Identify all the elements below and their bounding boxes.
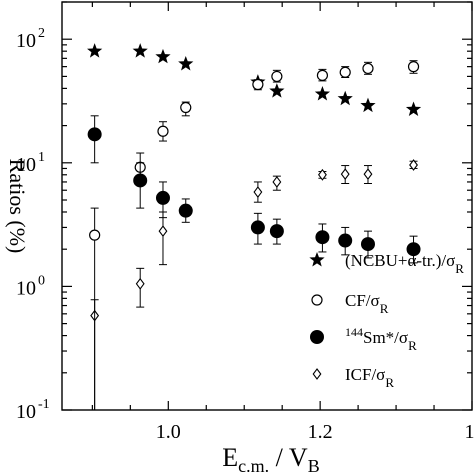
data-point-star xyxy=(178,56,194,71)
data-point-diamond xyxy=(135,277,145,290)
legend-label-main: CF/σ xyxy=(345,291,380,310)
x-axis-label-sub: c.m. xyxy=(238,456,269,474)
x-tick-label: 1.2 xyxy=(308,421,333,443)
legend-label: 144Sm*/σR xyxy=(345,325,417,353)
data-point-circle xyxy=(89,229,101,241)
y-tick-label: 10 xyxy=(16,401,36,423)
data-point-dot xyxy=(406,242,421,257)
data-point-dot xyxy=(315,230,330,245)
y-tick-label-exponent: -1 xyxy=(38,397,50,412)
legend-entry-1: CF/σR xyxy=(311,291,389,316)
data-point-diamond xyxy=(272,176,282,188)
data-point-diamond xyxy=(317,168,327,181)
data-point-diamond xyxy=(158,225,168,238)
data-point-dot xyxy=(133,173,148,188)
series-4 xyxy=(89,207,101,410)
x-axis-label: Ec.m. / VB xyxy=(222,443,319,474)
legend-marker-star xyxy=(309,252,325,267)
legend-label: ICF/σR xyxy=(345,365,394,390)
legend-label-subscript: R xyxy=(385,375,394,390)
legend-entry-3: ICF/σR xyxy=(312,365,394,390)
data-point-star xyxy=(314,86,331,101)
legend-marker-diamond xyxy=(312,368,322,380)
legend-label-subscript: R xyxy=(455,261,464,276)
x-tick-label: 1. xyxy=(465,421,474,443)
legend-marker-dot xyxy=(310,330,324,344)
data-point-dot xyxy=(338,233,353,248)
data-point-circle xyxy=(252,78,264,91)
y-tick-label: 10 xyxy=(16,30,36,52)
data-point-dot xyxy=(87,127,102,142)
data-point-circle xyxy=(339,66,351,78)
data-point-circle xyxy=(271,70,283,83)
data-point-dot xyxy=(178,203,193,218)
legend-label-subscript: R xyxy=(408,338,417,353)
data-point-diamond xyxy=(363,168,373,181)
data-point-star xyxy=(360,97,376,113)
data-point-circle xyxy=(316,69,329,81)
data-point-dot xyxy=(360,237,375,252)
legend-label-main: Sm*/σ xyxy=(363,328,408,347)
data-point-circle xyxy=(362,62,374,75)
legend-label-superscript: 144 xyxy=(345,325,363,339)
series-2 xyxy=(87,115,421,264)
legend-marker-circle xyxy=(311,294,323,306)
data-point-star xyxy=(269,83,285,98)
data-point-dot xyxy=(250,220,265,235)
data-point-diamond xyxy=(340,168,350,181)
legend-label-main: (NCBU+α-tr.)/σ xyxy=(345,251,455,270)
data-point-star xyxy=(405,101,422,116)
y-axis-label: Ratios (%) xyxy=(5,159,30,254)
y-tick-label: 10 xyxy=(16,154,36,176)
legend-label: (NCBU+α-tr.)/σR xyxy=(345,251,464,276)
y-tick-label-exponent: 1 xyxy=(38,150,45,165)
data-point-star xyxy=(337,90,353,106)
data-point-circle xyxy=(180,101,192,114)
data-point-circle xyxy=(407,61,420,73)
data-marks xyxy=(87,43,422,410)
plot-frame xyxy=(61,1,473,411)
plot-border xyxy=(61,1,473,411)
x-axis-label-tail: / V xyxy=(269,443,308,472)
legend-entry-2: 144Sm*/σR xyxy=(310,325,417,353)
data-point-star xyxy=(132,43,148,58)
data-point-star xyxy=(87,43,103,58)
axis-ticks xyxy=(62,1,473,411)
series-1 xyxy=(134,60,420,185)
data-point-star xyxy=(155,48,171,64)
y-tick-label: 10 xyxy=(16,277,36,299)
data-point-diamond xyxy=(253,186,263,198)
legend-label: CF/σR xyxy=(345,291,389,316)
legend-entry-0: (NCBU+α-tr.)/σR xyxy=(309,251,464,276)
y-tick-label-exponent: 0 xyxy=(38,273,45,288)
x-axis-label-main: E xyxy=(222,443,238,472)
x-axis-label-tail-sub: B xyxy=(308,456,320,474)
data-point-diamond xyxy=(409,159,418,171)
legend-label-main: ICF/σ xyxy=(345,365,385,384)
data-point-dot xyxy=(269,224,284,239)
legend-label-subscript: R xyxy=(380,301,389,316)
data-point-dot xyxy=(155,190,170,205)
data-point-circle xyxy=(157,125,169,137)
y-tick-label-exponent: 2 xyxy=(38,26,45,41)
x-tick-label: 1.0 xyxy=(156,421,181,443)
